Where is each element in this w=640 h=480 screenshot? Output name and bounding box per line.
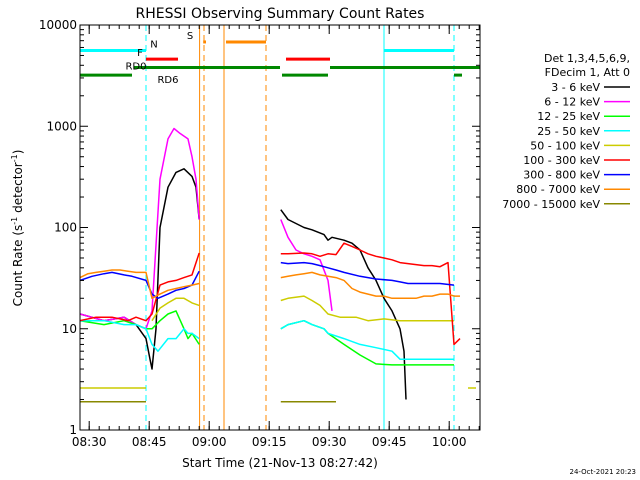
x-tick-label: 09:00 bbox=[192, 435, 227, 449]
chart-title: RHESSI Observing Summary Count Rates bbox=[136, 6, 425, 22]
x-tick-label: 08:45 bbox=[132, 435, 167, 449]
series-6-12-kev-segment-0 bbox=[80, 127, 200, 330]
legend-label-100-300-kev: 100 - 300 keV bbox=[523, 154, 600, 167]
state-label-rd0: RD0 bbox=[125, 62, 146, 73]
x-axis-label: Start Time (21-Nov-13 08:27:42) bbox=[182, 456, 378, 470]
legend-label-300-800-kev: 300 - 800 keV bbox=[523, 169, 600, 182]
legend-header-line-1: Det 1,3,4,5,6,9, bbox=[544, 52, 630, 65]
plot-frame bbox=[79, 24, 481, 431]
state-label-s: S bbox=[187, 31, 193, 42]
legend-label-6-12-kev: 6 - 12 keV bbox=[544, 96, 600, 109]
y-tick-label: 10000 bbox=[39, 18, 77, 32]
state-label-f: F bbox=[137, 48, 143, 59]
series-25-50-kev-segment-1 bbox=[280, 319, 454, 360]
legend-label-3-6-kev: 3 - 6 keV bbox=[551, 81, 600, 94]
legend-header-line-2: FDecim 1, Att 0 bbox=[545, 66, 630, 79]
series-3-6-kev-segment-1 bbox=[280, 209, 407, 400]
series-800-7000-kev-segment-0 bbox=[80, 269, 200, 300]
state-label-rd6: RD6 bbox=[157, 75, 178, 86]
series-3-6-kev-segment-0 bbox=[80, 168, 200, 370]
series-12-25-kev-segment-1 bbox=[280, 319, 454, 366]
legend-label-800-7000-kev: 800 - 7000 keV bbox=[516, 183, 600, 196]
series-300-800-kev-segment-0 bbox=[80, 270, 200, 300]
x-tick-label: 09:15 bbox=[252, 435, 287, 449]
series-300-800-kev-segment-1 bbox=[280, 261, 455, 286]
series-100-300-kev-segment-1 bbox=[280, 242, 461, 346]
series-12-25-kev-segment-0 bbox=[80, 310, 200, 345]
y-tick-label: 1 bbox=[69, 423, 77, 437]
legend-label-12-25-kev: 12 - 25 keV bbox=[537, 110, 600, 123]
series-800-7000-kev-segment-1 bbox=[280, 271, 460, 300]
plotted-time-stamp: 24-Oct-2021 20:23 bbox=[570, 468, 636, 476]
x-tick-label: 08:30 bbox=[72, 435, 107, 449]
series-50-100-kev-segment-1 bbox=[151, 297, 200, 322]
y-tick-label: 1000 bbox=[46, 119, 77, 133]
series-6-12-kev-segment-1 bbox=[280, 219, 333, 311]
state-label-n: N bbox=[150, 39, 157, 50]
x-tick-label: 10:00 bbox=[432, 435, 467, 449]
series-25-50-kev-segment-0 bbox=[80, 319, 200, 352]
x-tick-label: 09:45 bbox=[372, 435, 407, 449]
y-axis-label: Count Rate (s-1 detector-1) bbox=[10, 150, 25, 307]
series-50-100-kev-segment-2 bbox=[280, 295, 454, 322]
legend-label-25-50-kev: 25 - 50 keV bbox=[537, 125, 600, 138]
legend-label-7000-15000-kev: 7000 - 15000 keV bbox=[502, 198, 600, 211]
y-tick-label: 100 bbox=[54, 221, 77, 235]
x-tick-label: 09:30 bbox=[312, 435, 347, 449]
legend-label-50-100-kev: 50 - 100 keV bbox=[530, 139, 600, 152]
y-tick-label: 10 bbox=[62, 322, 77, 336]
series-100-300-kev-segment-0 bbox=[80, 252, 200, 322]
